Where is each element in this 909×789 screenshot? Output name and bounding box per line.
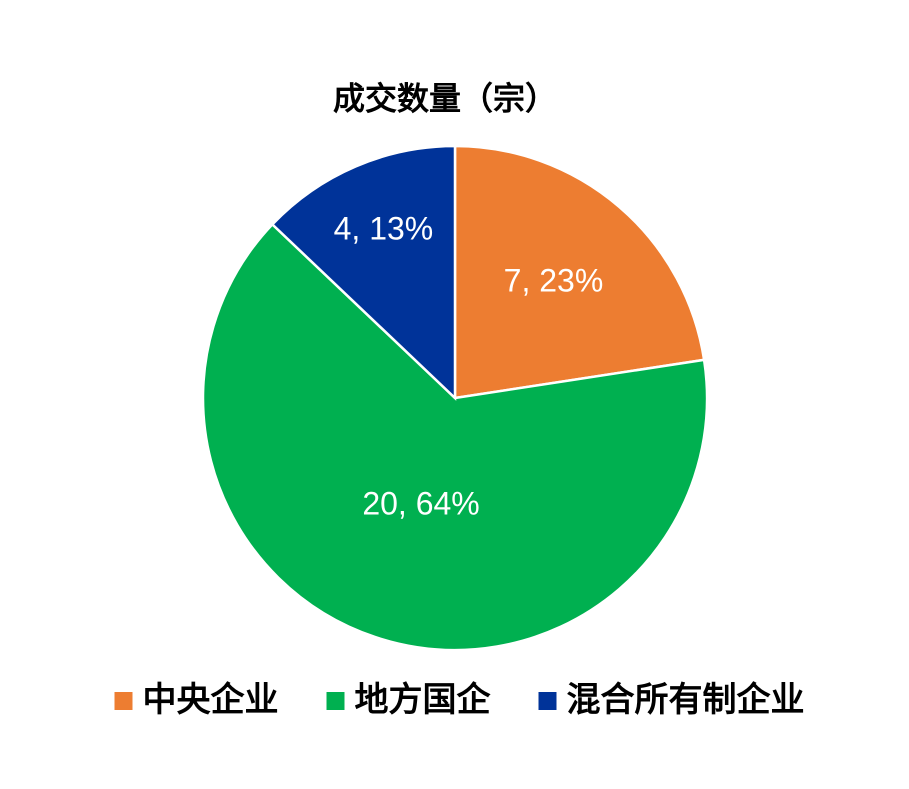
- pie-slice: [270, 144, 457, 401]
- legend: 中央企业 地方国企 混合所有制企业: [114, 680, 805, 719]
- legend-label: 中央企业: [143, 680, 279, 719]
- legend-swatch: [326, 692, 345, 710]
- pie-slice: [201, 222, 709, 652]
- data-label: 20, 64%: [362, 486, 479, 522]
- chart-title: 成交数量（宗）: [333, 80, 557, 116]
- pie-slice: [453, 144, 706, 400]
- legend-swatch: [114, 692, 133, 710]
- legend-swatch: [538, 692, 557, 710]
- legend-label: 混合所有制企业: [567, 680, 805, 719]
- data-label: 4, 13%: [334, 211, 434, 247]
- data-label: 7, 23%: [504, 263, 604, 299]
- legend-label: 地方国企: [355, 680, 492, 719]
